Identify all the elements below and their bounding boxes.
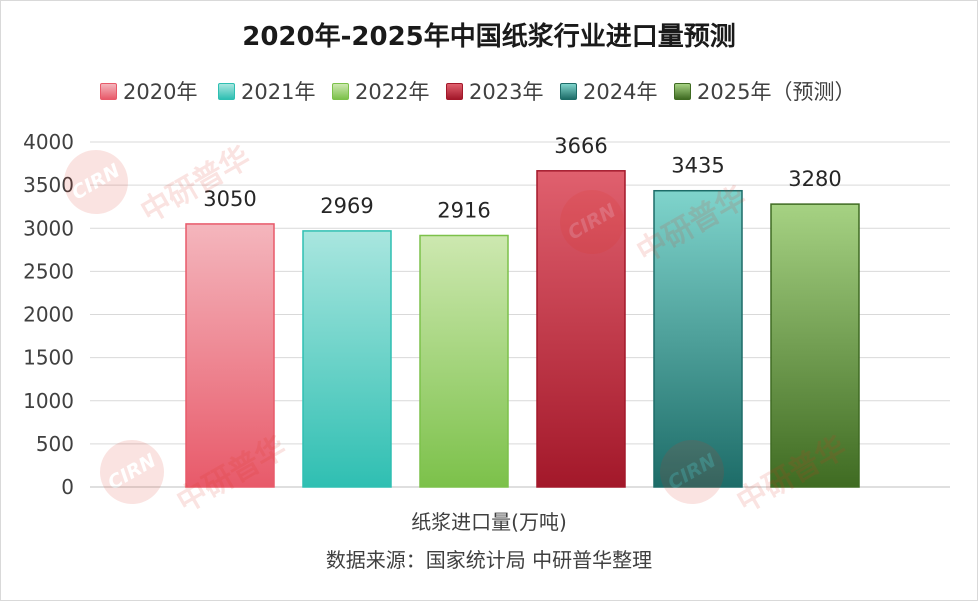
legend-swatch: [218, 82, 235, 100]
y-tick-label: 2500: [23, 259, 74, 283]
data-label: 2916: [437, 198, 490, 222]
legend-item: 2023年: [446, 76, 543, 106]
bar-4: [653, 189, 743, 488]
y-tick-label: 1000: [23, 389, 74, 413]
legend: 2020年 2021年 2022年 2023年 2024年 2025年（预测）: [100, 76, 880, 106]
bar-5: [770, 203, 860, 488]
chart-title: 2020年-2025年中国纸浆行业进口量预测: [242, 22, 736, 52]
x-axis-title: 纸浆进口量(万吨): [411, 510, 567, 534]
data-label: 3435: [671, 154, 724, 178]
legend-label: 2020年: [123, 80, 198, 104]
legend-label: 2023年: [469, 80, 544, 104]
y-tick-label: 0: [61, 475, 74, 499]
data-label: 3050: [203, 187, 256, 211]
legend-label: 2022年: [355, 80, 430, 104]
y-tick-label: 500: [36, 432, 74, 456]
legend-swatch: [560, 82, 577, 100]
data-label: 3280: [788, 167, 841, 191]
bar-1: [302, 230, 392, 488]
bar-3: [536, 170, 626, 488]
legend-item: 2020年: [100, 76, 197, 106]
legend-label: 2021年: [241, 80, 316, 104]
legend-swatch: [100, 82, 117, 100]
y-tick-label: 1500: [23, 346, 74, 370]
legend-item: 2025年（预测）: [674, 76, 855, 106]
bar-0: [185, 223, 275, 488]
legend-swatch: [332, 82, 349, 100]
legend-item: 2022年: [332, 76, 429, 106]
y-tick-label: 2000: [23, 303, 74, 327]
y-tick-label: 4000: [23, 130, 74, 154]
y-tick-label: 3500: [23, 173, 74, 197]
legend-swatch: [446, 82, 463, 100]
legend-label: 2024年: [583, 80, 658, 104]
legend-item: 2024年: [560, 76, 657, 106]
data-label: 3666: [554, 134, 607, 158]
data-label: 2969: [320, 194, 373, 218]
legend-swatch: [674, 82, 691, 100]
y-tick-label: 3000: [23, 216, 74, 240]
legend-label: 2025年（预测）: [697, 80, 856, 104]
bar-2: [419, 234, 509, 488]
source-note: 数据来源：国家统计局 中研普华整理: [325, 548, 653, 572]
legend-item: 2021年: [218, 76, 315, 106]
